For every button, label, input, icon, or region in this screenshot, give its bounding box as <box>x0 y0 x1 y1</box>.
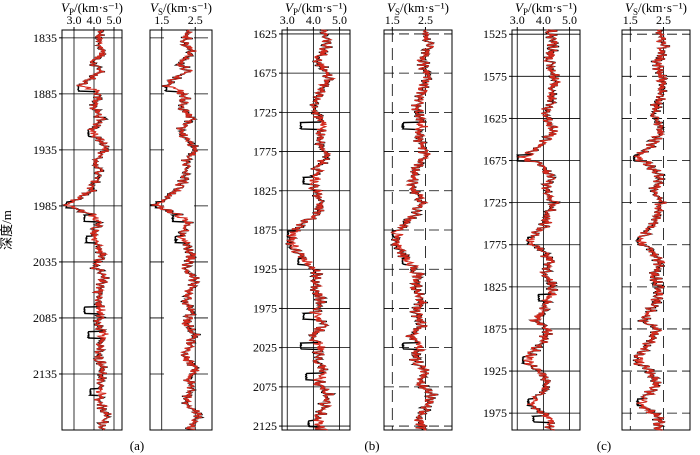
velocity-subscript: P <box>523 7 528 17</box>
vp-axis-title: VP/(km·s⁻¹) <box>285 0 347 17</box>
velocity-symbol: V <box>625 0 635 15</box>
x-tick-label: 1.5 <box>154 13 169 27</box>
x-tick-label: 1.5 <box>623 13 638 27</box>
red-log-curve <box>62 29 112 431</box>
panel-caption-c: (c) <box>597 438 611 453</box>
depth-tick-label: 1875 <box>253 223 277 237</box>
track-a-vp: 3.0 4.0 5.0VP/(km·s⁻¹) <box>61 0 123 431</box>
panel-caption-a: (a) <box>130 438 144 453</box>
depth-tick-label: 1985 <box>33 199 57 213</box>
vp-axis-title: VP/(km·s⁻¹) <box>515 0 577 17</box>
depth-tick-label: 1525 <box>483 27 507 41</box>
vs-axis-title: VS/(km·s⁻¹) <box>150 0 212 17</box>
velocity-unit: /(km·s⁻¹) <box>298 0 347 15</box>
track-b-vs: 1.5 2.5VS/(km·s⁻¹) <box>383 0 453 431</box>
vp-axis-title: VP/(km·s⁻¹) <box>61 0 123 17</box>
depth-tick-label: 1975 <box>483 406 507 420</box>
depth-axis-label: 深度/m <box>0 210 14 250</box>
velocity-unit: /(km·s⁻¹) <box>400 0 449 15</box>
x-tick-label: 2.5 <box>418 13 433 27</box>
depth-tick-label: 2025 <box>253 341 277 355</box>
x-tick-label: 3.0 <box>510 13 525 27</box>
velocity-symbol: V <box>61 0 71 15</box>
vs-axis-title: VS/(km·s⁻¹) <box>387 0 449 17</box>
depth-tick-label: 1625 <box>253 27 277 41</box>
x-tick-label: 4.0 <box>536 13 551 27</box>
x-tick-label: 3.0 <box>280 13 295 27</box>
depth-tick-label: 1775 <box>253 145 277 159</box>
velocity-subscript: S <box>158 7 163 17</box>
x-tick-label: 3.0 <box>67 13 82 27</box>
velocity-unit: /(km·s⁻¹) <box>528 0 577 15</box>
track-frame <box>149 29 213 431</box>
panel-caption-b: (b) <box>364 438 379 453</box>
x-tick-label: 4.0 <box>306 13 321 27</box>
x-tick-label: 1.5 <box>385 13 400 27</box>
vs-axis-title: VS/(km·s⁻¹) <box>625 0 687 17</box>
velocity-subscript: P <box>69 7 74 17</box>
x-tick-label: 5.0 <box>107 13 122 27</box>
depth-tick-label: 1875 <box>483 322 507 336</box>
track-c-vs: 1.5 2.5VS/(km·s⁻¹) <box>621 0 691 431</box>
depth-tick-label: 2135 <box>33 367 57 381</box>
track-frame <box>61 29 123 431</box>
velocity-subscript: S <box>395 7 400 17</box>
depth-tick-label: 1925 <box>253 262 277 276</box>
depth-tick-label: 1725 <box>253 105 277 119</box>
red-log-curve <box>151 29 203 431</box>
depth-tick-label: 1935 <box>33 143 57 157</box>
track-c-vp: 3.0 4.0 5.0VP/(km·s⁻¹) <box>510 0 581 431</box>
depth-tick-label: 1725 <box>483 196 507 210</box>
red-log-curve <box>632 29 671 431</box>
x-tick-label: 2.5 <box>188 13 203 27</box>
x-tick-label: 5.0 <box>332 13 347 27</box>
velocity-symbol: V <box>285 0 295 15</box>
depth-tick-label: 2085 <box>33 311 57 325</box>
depth-tick-label: 1675 <box>483 154 507 168</box>
depth-tick-label: 1625 <box>483 111 507 125</box>
depth-tick-label: 1925 <box>483 364 507 378</box>
depth-tick-label: 1575 <box>483 69 507 83</box>
x-tick-label: 5.0 <box>562 13 577 27</box>
velocity-symbol: V <box>150 0 160 15</box>
velocity-symbol: V <box>387 0 397 15</box>
depth-tick-label: 1775 <box>483 238 507 252</box>
depth-tick-label: 1975 <box>253 301 277 315</box>
velocity-unit: /(km·s⁻¹) <box>163 0 212 15</box>
track-frame <box>511 29 581 431</box>
velocity-unit: /(km·s⁻¹) <box>638 0 687 15</box>
depth-tick-label: 1675 <box>253 66 277 80</box>
depth-tick-label: 1885 <box>33 87 57 101</box>
x-tick-label: 4.0 <box>87 13 102 27</box>
red-log-curve <box>517 29 561 431</box>
track-b-vp: 3.0 4.0 5.0VP/(km·s⁻¹) <box>280 0 351 431</box>
depth-tick-label: 1835 <box>33 31 57 45</box>
velocity-unit: /(km·s⁻¹) <box>74 0 123 15</box>
depth-tick-label: 1825 <box>483 280 507 294</box>
velocity-symbol: V <box>515 0 525 15</box>
x-tick-label: 2.5 <box>656 13 671 27</box>
velocity-subscript: S <box>633 7 638 17</box>
depth-tick-label: 1825 <box>253 184 277 198</box>
red-log-curve <box>391 29 438 431</box>
depth-tick-label: 2075 <box>253 380 277 394</box>
track-a-vs: 1.5 2.5VS/(km·s⁻¹) <box>149 0 213 431</box>
depth-tick-label: 2125 <box>253 419 277 433</box>
depth-tick-label: 2035 <box>33 255 57 269</box>
track-frame <box>621 29 691 431</box>
velocity-subscript: P <box>293 7 298 17</box>
red-log-curve <box>285 29 337 431</box>
